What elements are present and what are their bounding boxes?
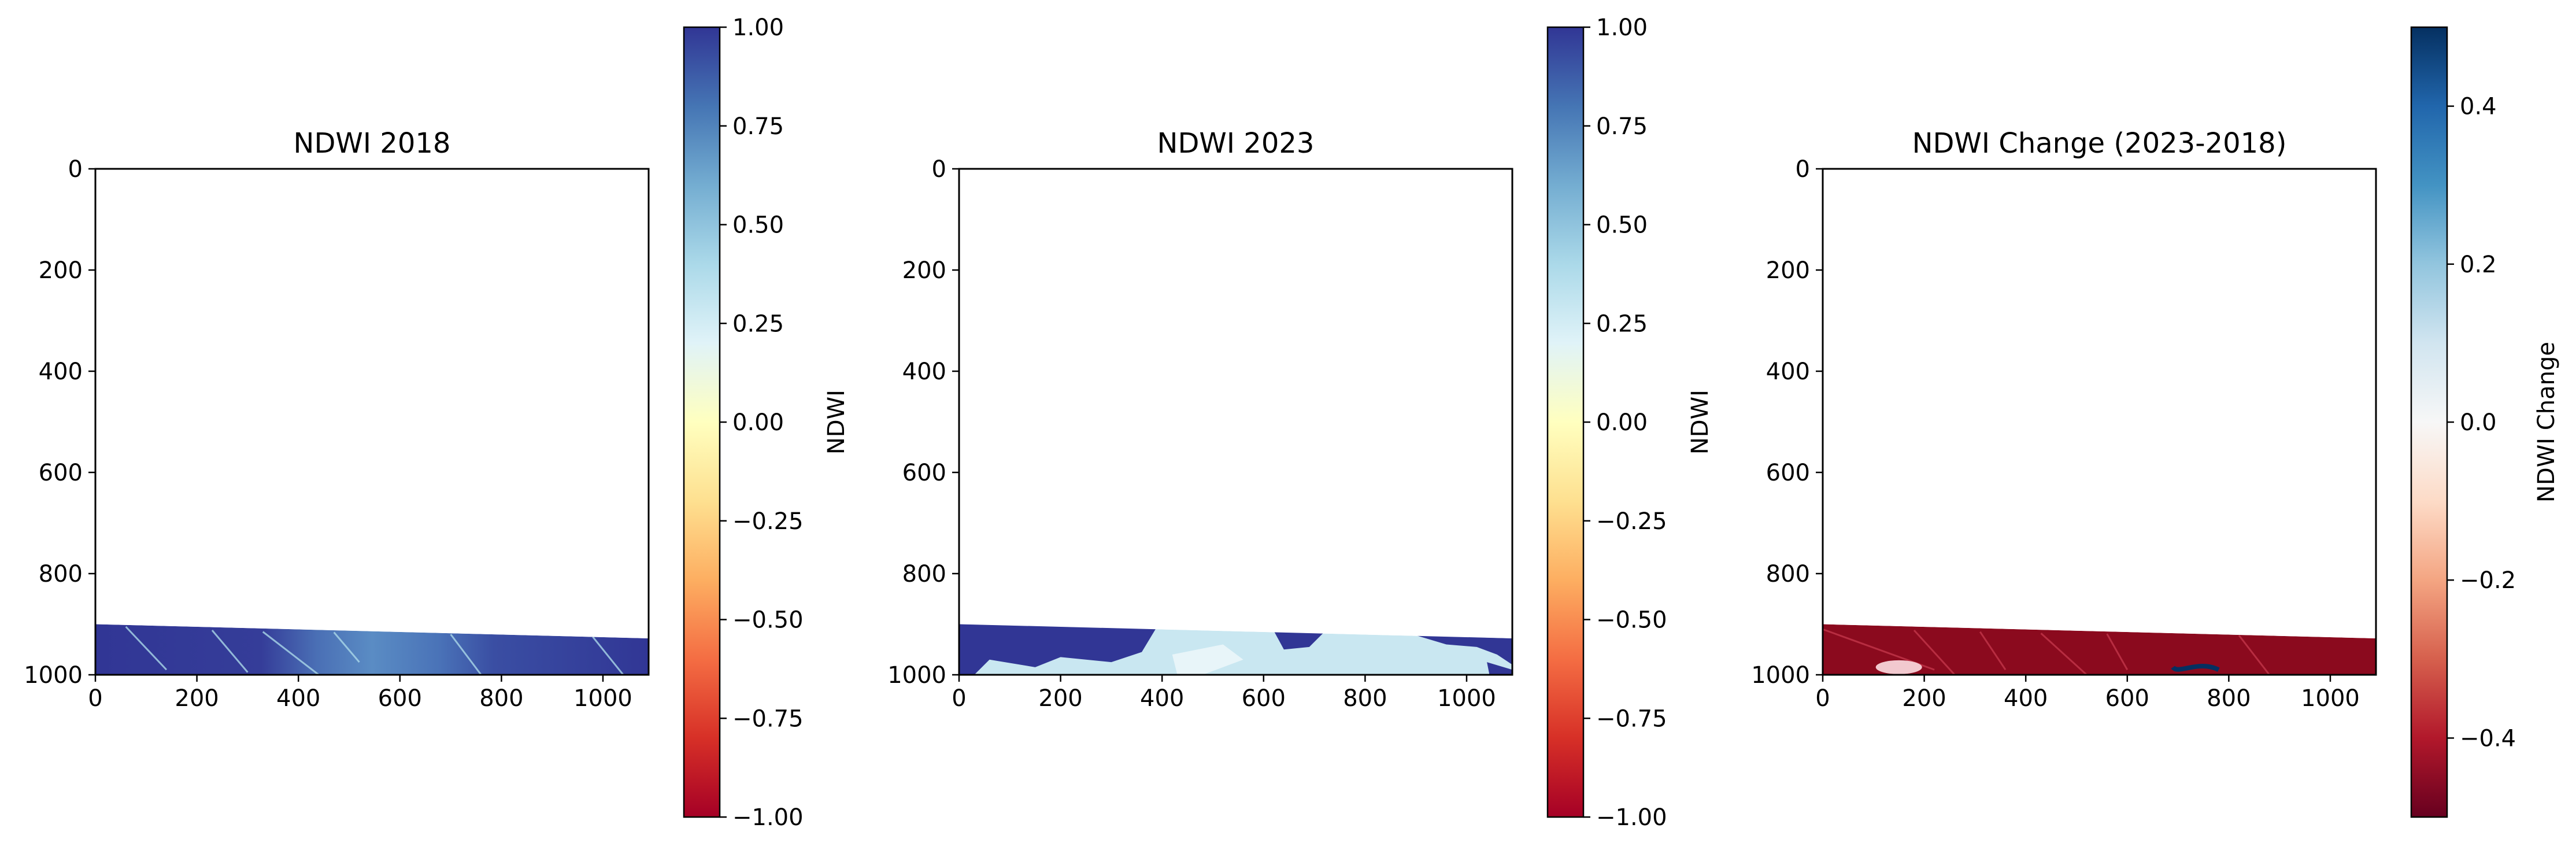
x-tick-label: 600 <box>378 685 422 712</box>
colorbar-tick-label: −0.25 <box>732 508 804 535</box>
colorbar-tick-label: 0.75 <box>732 113 784 140</box>
raster-streak <box>2106 633 2129 670</box>
raster-streak <box>211 630 249 673</box>
x-tick-label: 600 <box>1242 685 1286 712</box>
plot-frame <box>94 168 650 676</box>
x-tick-label: 800 <box>479 685 523 712</box>
y-tick-label: 1000 <box>887 662 946 689</box>
raster-water <box>1416 635 1512 665</box>
y-tick-label: 200 <box>1766 257 1810 284</box>
raster-positive-channel <box>2171 664 2220 672</box>
x-tick-label: 200 <box>1038 685 1082 712</box>
raster-streak <box>2040 633 2088 675</box>
colorbar-tick-label: 0.00 <box>1596 409 1648 436</box>
colorbar-tick-label: −0.2 <box>2460 567 2516 594</box>
colorbar-tick-label: 0.00 <box>732 409 784 436</box>
colorbar-tick-label: 0.0 <box>2460 409 2497 436</box>
x-tick-label: 1000 <box>2301 685 2360 712</box>
y-tick-label: 600 <box>39 460 83 486</box>
x-tick-label: 1000 <box>1437 685 1496 712</box>
x-tick-label: 800 <box>1343 685 1387 712</box>
x-tick-label: 200 <box>1902 685 1946 712</box>
colorbar-tick-label: −1.00 <box>732 804 804 831</box>
colorbar-tick-label: −0.50 <box>732 607 804 634</box>
colorbar-tick-label: 0.25 <box>732 311 784 337</box>
x-tick-label: 400 <box>276 685 320 712</box>
colorbar-tick-label: 1.00 <box>732 14 784 41</box>
y-tick-label: 400 <box>1766 359 1810 385</box>
colorbar-gradient <box>684 27 720 817</box>
plot-frame <box>958 168 1513 676</box>
raster-streak <box>333 631 360 663</box>
raster-water <box>1487 662 1512 675</box>
y-tick-label: 0 <box>68 156 83 183</box>
raster-fill <box>95 624 649 675</box>
raster-water <box>1274 630 1325 650</box>
panel-3: NDWI Change (2023-2018) 0 200 400 600 800 1000… <box>1751 26 2560 818</box>
y-tick-label: 0 <box>932 156 946 183</box>
y-tick-label: 600 <box>902 460 946 486</box>
y-tick-label: 800 <box>39 561 83 587</box>
y-tick-label: 0 <box>1796 156 1810 183</box>
x-tick-label: 800 <box>2207 685 2251 712</box>
y-tick-label: 600 <box>1766 460 1810 486</box>
colorbar-label: NDWI <box>823 390 850 454</box>
plot-title: NDWI 2018 <box>294 127 451 160</box>
colorbar-tick-label: −0.75 <box>732 705 804 732</box>
x-tick-label: 400 <box>1140 685 1184 712</box>
raster-streak <box>262 631 320 675</box>
colorbar-tick-label: 0.2 <box>2460 252 2497 278</box>
raster-streak <box>1979 631 2007 671</box>
colorbar-tick-label: 0.25 <box>1596 311 1648 337</box>
y-tick-label: 800 <box>1766 561 1810 587</box>
colorbar-gradient <box>2411 27 2447 817</box>
colorbar-tick-label: −0.75 <box>1596 705 1667 732</box>
y-tick-label: 1000 <box>24 662 83 689</box>
colorbar-tick-label: 0.75 <box>1596 113 1648 140</box>
x-tick-label: 600 <box>2105 685 2149 712</box>
raster-streak <box>450 634 482 675</box>
colorbar-tick-label: 0.50 <box>1596 212 1648 239</box>
x-tick-label: 400 <box>2004 685 2048 712</box>
raster-streak <box>592 636 624 675</box>
plot-title: NDWI Change (2023-2018) <box>1912 127 2287 160</box>
x-tick-label: 0 <box>1815 685 1830 712</box>
y-tick-label: 800 <box>902 561 946 587</box>
x-tick-label: 0 <box>88 685 102 712</box>
y-tick-label: 200 <box>902 257 946 284</box>
y-tick-label: 1000 <box>1751 662 1810 689</box>
colorbar-tick-label: 0.50 <box>732 212 784 239</box>
colorbar-gradient <box>1548 27 1583 817</box>
y-tick-label: 200 <box>39 257 83 284</box>
colorbar-tick-label: −0.4 <box>2460 725 2516 752</box>
x-tick-label: 200 <box>175 685 219 712</box>
colorbar-tick-label: −1.00 <box>1596 804 1667 831</box>
plot-frame <box>1822 168 2377 676</box>
y-tick-label: 400 <box>39 359 83 385</box>
raster-patch <box>1875 660 1922 674</box>
colorbar-tick-label: 1.00 <box>1596 14 1648 41</box>
raster-strip <box>959 624 1512 675</box>
plot-title: NDWI 2023 <box>1157 127 1315 160</box>
y-tick-label: 400 <box>902 359 946 385</box>
raster-fill <box>1823 624 2376 675</box>
x-tick-label: 1000 <box>573 685 632 712</box>
colorbar-tick-label: −0.50 <box>1596 607 1667 634</box>
x-tick-label: 0 <box>952 685 966 712</box>
colorbar-label: NDWI <box>1687 390 1713 454</box>
colorbar-tick-label: 0.4 <box>2460 94 2497 120</box>
colorbar-tick-label: −0.25 <box>1596 508 1667 535</box>
raster-patch <box>1172 644 1243 675</box>
raster-streak <box>1913 629 1956 675</box>
raster-strip <box>1823 624 2376 675</box>
raster-streak <box>2238 634 2270 675</box>
raster-streak <box>125 626 168 671</box>
raster-water <box>959 624 1157 675</box>
colorbar-label: NDWI Change <box>2533 342 2560 502</box>
raster-strip <box>95 624 649 675</box>
